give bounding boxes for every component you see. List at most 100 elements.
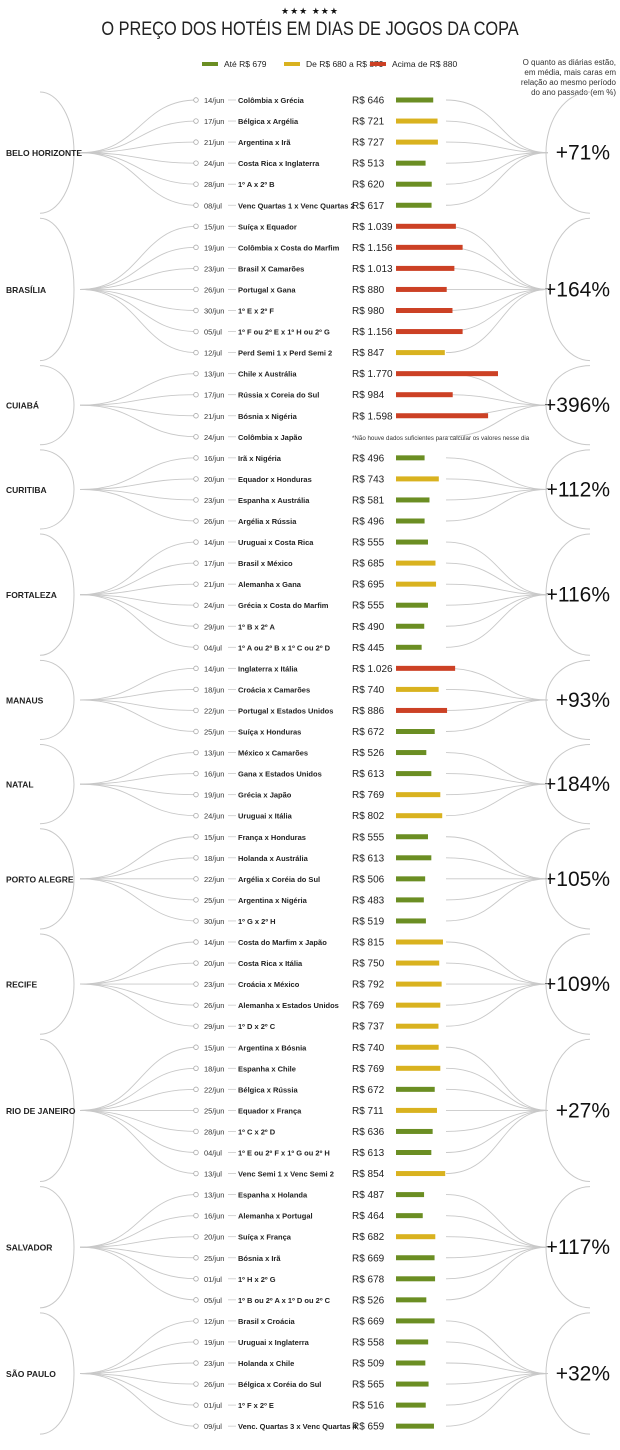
connector-left: [79, 688, 198, 701]
game-date: 22/jun: [204, 706, 224, 715]
connector-right: [445, 1341, 549, 1374]
city-name: FORTALEZA: [6, 590, 57, 600]
game-price: R$ 620: [352, 180, 385, 191]
row-dot: [193, 455, 199, 461]
price-bar: [396, 455, 425, 461]
connector-left: [79, 152, 198, 164]
price-bar: [396, 1002, 441, 1008]
game-date: 01/jul: [204, 1401, 222, 1410]
price-bar: [396, 792, 441, 798]
game-price: R$ 613: [352, 1148, 385, 1159]
game-date: 29/jun: [204, 622, 224, 631]
city-increase: +396%: [544, 394, 610, 417]
game-date: 25/jun: [204, 728, 224, 737]
row-dot: [193, 644, 199, 650]
game-match: Equador x Honduras: [238, 475, 312, 484]
connector-right: [445, 699, 549, 732]
row-dot: [193, 97, 199, 103]
game-price: R$ 1.013: [352, 264, 393, 275]
city-bracket-left: [39, 449, 75, 530]
connector-right: [445, 152, 549, 206]
city-increase: +117%: [546, 1236, 610, 1259]
connector-left: [79, 983, 198, 1006]
city-name: BRASÍLIA: [6, 285, 46, 295]
game-price: R$ 516: [352, 1401, 385, 1412]
game-date: 13/jul: [204, 1170, 222, 1179]
price-bar: [396, 1276, 436, 1282]
game-price: R$ 555: [352, 538, 385, 549]
row-dot: [193, 749, 199, 756]
row-dot: [193, 307, 199, 314]
price-bar: [396, 1044, 439, 1050]
game-match: 1º B ou 2º A x 1º D ou 2º C: [238, 1296, 331, 1305]
connector-right: [445, 594, 549, 606]
price-bar: [396, 1213, 423, 1219]
game-date: 04/jul: [204, 643, 222, 652]
game-match: 1º D x 2º C: [238, 1022, 276, 1031]
price-bar: [396, 729, 435, 734]
game-price: R$ 984: [352, 390, 385, 401]
connector-right: [445, 1109, 549, 1132]
connector-right: [445, 120, 549, 154]
price-bar: [396, 1192, 425, 1198]
game-match: Alemanha x Estados Unidos: [238, 1001, 339, 1010]
connector-right: [445, 1373, 549, 1406]
connector-right: [445, 457, 549, 490]
price-bar: [396, 1297, 427, 1303]
price-bar: [396, 539, 428, 545]
game-match: Gana x Estados Unidos: [238, 770, 322, 779]
game-match: Suíça x Equador: [238, 222, 297, 231]
game-match: 1º E ou 2º F x 1º G ou 2º H: [238, 1149, 330, 1158]
connector-left: [79, 488, 198, 522]
game-price: R$ 750: [352, 959, 385, 970]
game-match: Bósnia x Nigéria: [238, 412, 298, 421]
game-date: 23/jun: [204, 496, 224, 505]
row-dot: [193, 707, 199, 714]
game-price: R$ 659: [352, 1422, 385, 1433]
price-bar: [396, 350, 445, 356]
connector-left: [79, 1373, 198, 1406]
game-match: Bélgica x Rússia: [238, 1085, 298, 1094]
connector-left: [79, 1215, 198, 1248]
game-price: R$ 464: [352, 1211, 385, 1222]
game-price: R$ 669: [352, 1316, 385, 1327]
game-price: R$ 721: [352, 117, 385, 128]
price-bar: [396, 181, 432, 187]
game-price: R$ 445: [352, 643, 385, 654]
row-dot: [193, 939, 199, 945]
game-match: Perd Semi 1 x Perd Semi 2: [238, 349, 332, 358]
row-dot: [193, 897, 199, 903]
row-dot: [193, 1212, 199, 1219]
row-dot: [193, 581, 199, 587]
connector-right: [445, 878, 549, 901]
game-match: 1º F ou 2º E x 1º H ou 2º G: [238, 328, 330, 337]
game-match: Colômbia x Costa do Marfim: [238, 243, 340, 252]
price-bar: [396, 371, 498, 377]
connector-right: [445, 1215, 549, 1248]
connector-left: [79, 394, 198, 406]
connector-right: [445, 373, 549, 406]
row-dot: [193, 665, 199, 672]
city-increase: +93%: [556, 689, 610, 712]
game-match: Rússia x Coreia do Sul: [238, 391, 319, 400]
price-bar: [396, 329, 463, 335]
legend-label-high: Acima de R$ 880: [392, 59, 458, 69]
game-match: Costa do Marfim x Japão: [238, 938, 327, 947]
connector-right: [445, 941, 549, 985]
game-match: Irã x Nigéria: [238, 454, 282, 463]
game-date: 26/jun: [204, 1380, 224, 1389]
row-dot: [193, 244, 199, 251]
legend-swatch-high: [370, 62, 386, 66]
game-match: Costa Rica x Itália: [238, 959, 303, 968]
game-match: Suíça x França: [238, 1233, 292, 1242]
game-match: Grécia x Costa do Marfim: [238, 601, 329, 610]
price-bar: [396, 918, 426, 924]
connector-right: [445, 1373, 549, 1385]
game-price: R$ 487: [352, 1190, 385, 1201]
row-dot: [193, 960, 199, 966]
city-bracket-left: [39, 365, 75, 446]
game-date: 12/jun: [204, 1317, 224, 1326]
game-match: Colômbia x Japão: [238, 433, 303, 442]
connector-right: [445, 246, 549, 290]
connector-left: [79, 99, 198, 154]
